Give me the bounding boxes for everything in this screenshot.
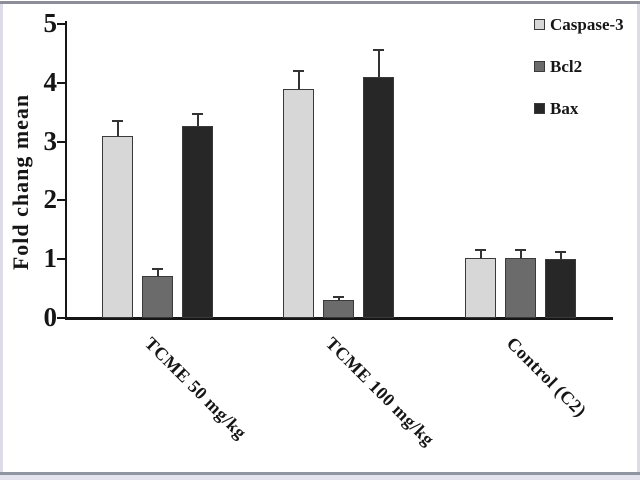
legend-swatch-bax (534, 102, 545, 114)
error-bar-cap-caspase-3-1 (293, 70, 304, 73)
y-tick-3 (57, 140, 66, 143)
bar-bcl2-tcme-100-mg-kg (323, 300, 354, 318)
legend-item-caspase-3: Caspase-3 (534, 14, 624, 34)
legend-label-caspase-3: Caspase-3 (550, 14, 624, 34)
frame-top-border (0, 1, 640, 4)
error-bar-cap-bcl2-0 (152, 267, 163, 270)
legend: Caspase-3 Bcl2 Bax (534, 14, 624, 140)
bar-caspase-3-tcme-50-mg-kg (102, 135, 133, 318)
bar-bax-tcme-100-mg-kg (363, 76, 394, 318)
y-tick-label-1: 1 (43, 243, 58, 274)
error-bar-cap-bcl2-2 (515, 249, 526, 252)
error-bar-cap-bax-0 (192, 112, 203, 115)
frame-bottom-border (0, 472, 640, 475)
error-bar-stem-bax-0 (196, 113, 199, 126)
error-bar-cap-caspase-3-0 (112, 120, 123, 123)
y-tick-label-4: 4 (43, 66, 58, 97)
y-tick-0 (57, 317, 66, 319)
error-bar-stem-bcl2-0 (156, 268, 159, 276)
error-bar-cap-bax-1 (373, 49, 384, 52)
error-bar-stem-bax-2 (559, 252, 562, 260)
legend-item-bcl2: Bcl2 (534, 56, 624, 76)
y-axis-line (65, 21, 67, 320)
legend-label-bax: Bax (550, 98, 579, 118)
y-tick-5 (57, 23, 66, 25)
x-category-label-tcme-100-mg-kg: TCME 100 mg/kg (321, 333, 439, 450)
error-bar-cap-bax-2 (555, 251, 566, 254)
y-tick-1 (57, 258, 66, 261)
error-bar-stem-bcl2-1 (337, 296, 340, 301)
error-bar-cap-caspase-3-2 (475, 249, 486, 252)
error-bar-stem-caspase-3-1 (297, 71, 300, 89)
frame-bottom-strip (0, 475, 640, 480)
y-tick-label-0: 0 (43, 301, 58, 332)
y-tick-label-2: 2 (43, 184, 58, 215)
error-bar-stem-bcl2-2 (519, 250, 522, 259)
bar-bcl2-control-c2- (505, 258, 536, 318)
legend-item-bax: Bax (534, 98, 624, 118)
bar-caspase-3-control-c2- (465, 258, 496, 318)
y-axis-title: Fold chang mean (8, 93, 33, 271)
x-axis-line (65, 317, 613, 320)
legend-swatch-caspase-3 (534, 18, 545, 30)
y-tick-label-3: 3 (43, 125, 58, 156)
x-category-label-tcme-50-mg-kg: TCME 50 mg/kg (140, 333, 251, 443)
error-bar-cap-bcl2-1 (333, 295, 344, 298)
y-tick-2 (57, 199, 66, 202)
bar-caspase-3-tcme-100-mg-kg (283, 88, 314, 318)
error-bar-stem-caspase-3-2 (479, 250, 482, 259)
bar-bcl2-tcme-50-mg-kg (142, 275, 173, 318)
y-tick-4 (57, 81, 66, 84)
x-category-label-control-c2-: Control (C2) (502, 333, 591, 421)
frame-left-border (0, 4, 3, 472)
legend-label-bcl2: Bcl2 (550, 56, 583, 76)
bar-bax-control-c2- (545, 259, 576, 318)
bar-bax-tcme-50-mg-kg (182, 125, 213, 318)
y-tick-label-5: 5 (43, 7, 58, 38)
frame-right-border (637, 4, 640, 472)
error-bar-stem-bax-1 (377, 50, 380, 77)
legend-swatch-bcl2 (534, 60, 545, 72)
error-bar-stem-caspase-3-0 (116, 121, 119, 136)
